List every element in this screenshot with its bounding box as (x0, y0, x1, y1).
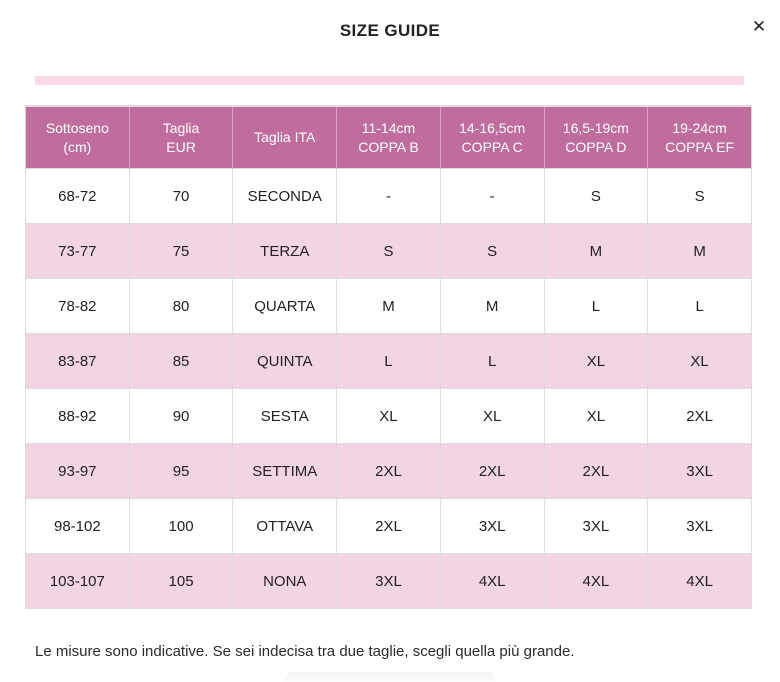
table-cell: TERZA (232, 223, 338, 279)
table-cell: M (439, 278, 545, 334)
table-cell: 3XL (439, 498, 545, 554)
modal-header: SIZE GUIDE ✕ (0, 0, 780, 48)
table-cell: L (439, 333, 545, 389)
table-cell: M (647, 223, 752, 279)
table-row: 68-72 70 SECONDA - - S S (25, 168, 752, 224)
table-cell: 68-72 (25, 168, 130, 224)
table-cell: SETTIMA (232, 443, 338, 499)
table-cell: 85 (128, 333, 234, 389)
table-cell: M (543, 223, 649, 279)
table-cell: S (647, 168, 752, 224)
table-cell: NONA (232, 553, 338, 609)
table-cell: 75 (128, 223, 234, 279)
table-cell: QUARTA (232, 278, 338, 334)
table-cell: XL (543, 388, 649, 444)
table-cell: L (336, 333, 441, 389)
table-cell: 2XL (336, 443, 441, 499)
table-cell: 3XL (647, 443, 752, 499)
column-header: Sottoseno (cm) (25, 106, 130, 169)
table-cell: 98-102 (25, 498, 130, 554)
table-cell: 88-92 (25, 388, 130, 444)
table-row: 78-82 80 QUARTA M M L L (25, 278, 752, 334)
table-cell: SESTA (232, 388, 338, 444)
table-row: 103-107 105 NONA 3XL 4XL 4XL 4XL (25, 553, 752, 609)
table-cell: 4XL (647, 553, 752, 609)
table-cell: 70 (128, 168, 234, 224)
table-cell: XL (647, 333, 752, 389)
column-header: 14-16,5cm COPPA C (440, 106, 545, 169)
table-cell: 83-87 (25, 333, 130, 389)
table-cell: S (336, 223, 441, 279)
table-cell: 93-97 (25, 443, 130, 499)
table-cell: L (543, 278, 649, 334)
table-row: 88-92 90 SESTA XL XL XL 2XL (25, 388, 752, 444)
page-title: SIZE GUIDE (339, 21, 441, 40)
table-cell: 2XL (647, 388, 752, 444)
close-button[interactable]: ✕ (746, 14, 772, 40)
accent-bar (35, 76, 744, 85)
close-icon: ✕ (751, 17, 767, 36)
table-cell: 3XL (647, 498, 752, 554)
table-cell: OTTAVA (232, 498, 338, 554)
table-cell: 90 (128, 388, 234, 444)
table-cell: 80 (128, 278, 234, 334)
table-cell: - (336, 168, 441, 224)
cutoff-button[interactable] (285, 672, 495, 682)
table-cell: 3XL (543, 498, 649, 554)
table-cell: 78-82 (25, 278, 130, 334)
column-header: Taglia EUR (129, 106, 234, 169)
table-cell: L (647, 278, 752, 334)
table-row: 98-102 100 OTTAVA 2XL 3XL 3XL 3XL (25, 498, 752, 554)
table-cell: - (439, 168, 545, 224)
table-cell: M (336, 278, 441, 334)
table-cell: XL (439, 388, 545, 444)
table-row: 73-77 75 TERZA S S M M (25, 223, 752, 279)
table-cell: 4XL (439, 553, 545, 609)
table-cell: 4XL (543, 553, 649, 609)
table-cell: XL (543, 333, 649, 389)
column-header: Taglia ITA (232, 106, 338, 169)
size-table-head: Sottoseno (cm) Taglia EUR Taglia ITA 11-14c… (25, 106, 752, 169)
table-cell: S (543, 168, 649, 224)
table-row: 83-87 85 QUINTA L L XL XL (25, 333, 752, 389)
table-cell: 100 (128, 498, 234, 554)
table-cell: 105 (128, 553, 234, 609)
table-cell: S (439, 223, 545, 279)
column-header: 11-14cm COPPA B (336, 106, 441, 169)
table-cell: QUINTA (232, 333, 338, 389)
table-cell: 2XL (543, 443, 649, 499)
table-cell: 3XL (336, 553, 441, 609)
size-note: Le misure sono indicative. Se sei indeci… (35, 643, 575, 660)
table-cell: 2XL (439, 443, 545, 499)
header-row: Sottoseno (cm) Taglia EUR Taglia ITA 11-14c… (25, 106, 752, 169)
table-cell: 73-77 (25, 223, 130, 279)
table-cell: 2XL (336, 498, 441, 554)
table-cell: 95 (128, 443, 234, 499)
column-header: 19-24cm COPPA EF (647, 106, 752, 169)
size-table-body: 68-72 70 SECONDA - - S S 73-77 75 TERZA S S M M 78-82 8… (25, 168, 752, 609)
table-row: 93-97 95 SETTIMA 2XL 2XL 2XL 3XL (25, 443, 752, 499)
size-table: Sottoseno (cm) Taglia EUR Taglia ITA 11-14c… (25, 105, 752, 609)
table-cell: SECONDA (232, 168, 338, 224)
table-cell: XL (336, 388, 441, 444)
table-cell: 103-107 (25, 553, 130, 609)
column-header: 16,5-19cm COPPA D (544, 106, 649, 169)
